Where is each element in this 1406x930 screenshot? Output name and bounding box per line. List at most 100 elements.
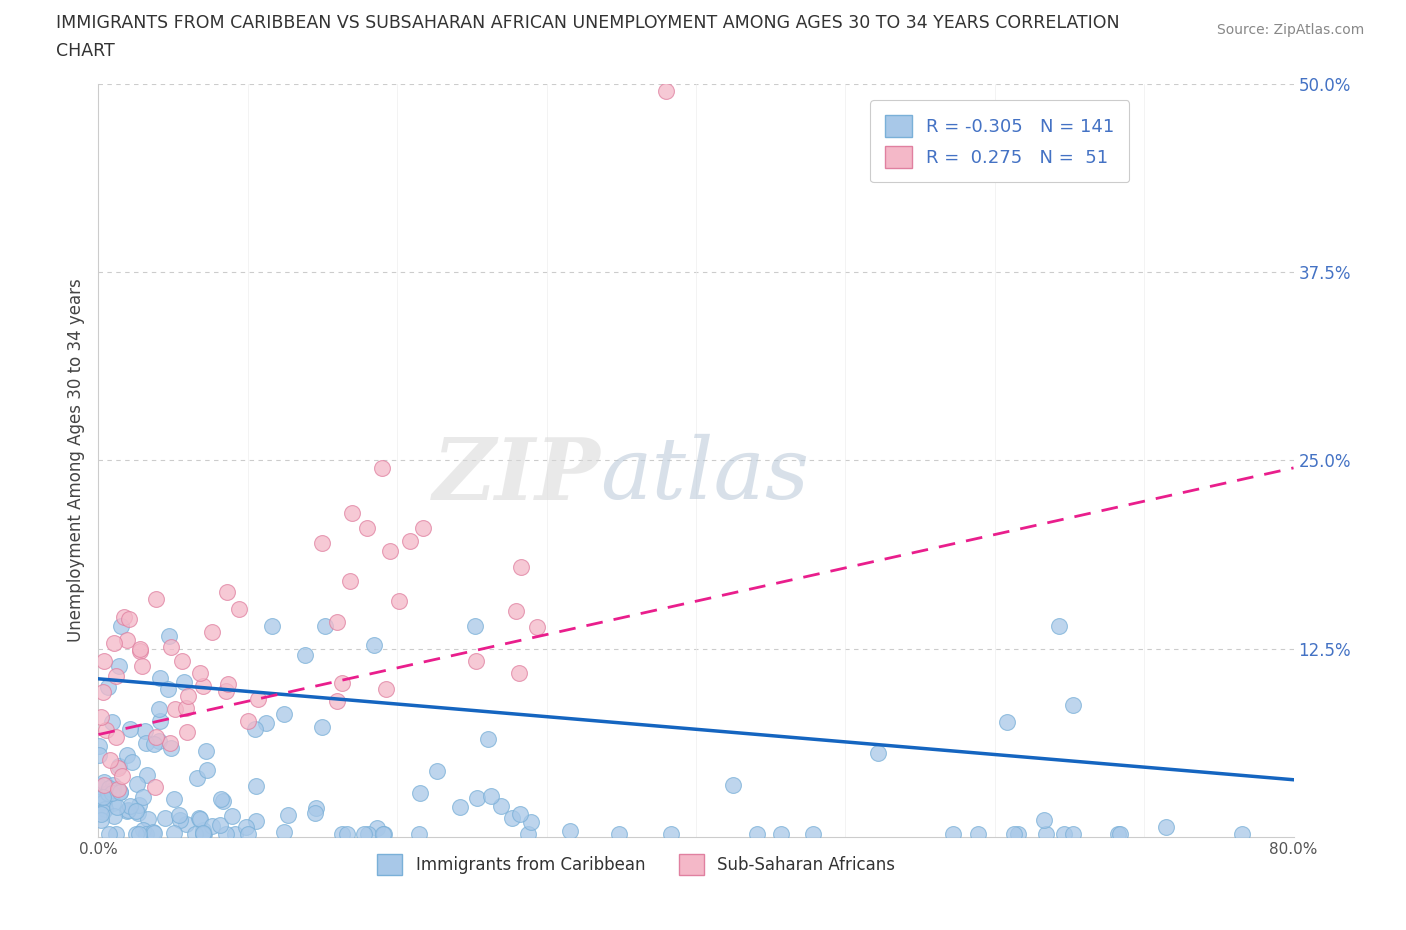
Text: CHART: CHART — [56, 42, 115, 60]
Point — [169, 813, 191, 828]
Point — [388, 593, 411, 608]
Point — [277, 808, 299, 823]
Point — [260, 618, 283, 633]
Point — [243, 722, 266, 737]
Point — [90, 813, 112, 828]
Point — [426, 764, 449, 778]
Point — [501, 811, 523, 826]
Point — [326, 694, 349, 709]
Point — [209, 817, 232, 832]
Point — [135, 767, 157, 782]
Point — [224, 827, 246, 842]
Point — [607, 827, 630, 842]
Point — [91, 790, 114, 804]
Point — [125, 827, 148, 842]
Text: IMMIGRANTS FROM CARIBBEAN VS SUBSAHARAN AFRICAN UNEMPLOYMENT AMONG AGES 30 TO 34: IMMIGRANTS FROM CARIBBEAN VS SUBSAHARAN … — [56, 14, 1119, 32]
Point — [505, 604, 527, 618]
Point — [371, 827, 394, 842]
Point — [97, 786, 120, 801]
Point — [1062, 827, 1084, 842]
Point — [526, 619, 548, 634]
Point — [112, 610, 135, 625]
Point — [1230, 827, 1253, 842]
Point — [89, 747, 111, 762]
Text: ZIP: ZIP — [433, 433, 600, 517]
Point — [165, 702, 187, 717]
Point — [193, 826, 215, 841]
Point — [141, 825, 163, 840]
Point — [100, 753, 122, 768]
Point — [108, 785, 131, 800]
Point — [201, 624, 224, 639]
Point — [128, 827, 150, 842]
Point — [135, 827, 157, 842]
Text: Source: ZipAtlas.com: Source: ZipAtlas.com — [1216, 23, 1364, 37]
Point — [558, 824, 581, 839]
Legend: Immigrants from Caribbean, Sub-Saharan Africans: Immigrants from Caribbean, Sub-Saharan A… — [371, 848, 901, 882]
Point — [145, 591, 167, 606]
Point — [211, 793, 233, 808]
Point — [127, 777, 149, 791]
Point — [353, 827, 375, 842]
Point — [509, 806, 531, 821]
Point — [721, 777, 744, 792]
Point — [174, 817, 197, 831]
Point — [366, 820, 388, 835]
Point — [134, 724, 156, 738]
Point — [174, 700, 197, 715]
Point — [172, 653, 194, 668]
Point — [107, 761, 129, 776]
Point — [108, 658, 131, 673]
Point — [373, 827, 395, 842]
Point — [105, 730, 128, 745]
Point — [655, 84, 678, 99]
Point — [103, 777, 125, 792]
Point — [363, 637, 385, 652]
Point — [115, 632, 138, 647]
Point — [143, 826, 166, 841]
Point — [120, 799, 142, 814]
Point — [1053, 827, 1076, 842]
Point — [1107, 827, 1129, 842]
Point — [87, 778, 110, 793]
Point — [191, 822, 214, 837]
Point — [464, 618, 486, 633]
Point — [101, 785, 124, 800]
Point — [236, 827, 259, 842]
Point — [110, 618, 132, 633]
Point — [117, 803, 139, 817]
Point — [342, 506, 364, 521]
Point — [90, 710, 112, 724]
Point — [273, 707, 295, 722]
Point — [91, 685, 114, 700]
Point — [245, 778, 267, 793]
Point — [153, 811, 176, 826]
Point — [517, 827, 540, 842]
Point — [131, 658, 153, 673]
Point — [191, 678, 214, 693]
Point — [157, 682, 180, 697]
Point — [942, 827, 965, 842]
Point — [195, 744, 218, 759]
Point — [186, 771, 208, 786]
Point — [356, 521, 378, 536]
Point — [101, 715, 124, 730]
Point — [238, 713, 260, 728]
Point — [228, 602, 250, 617]
Point — [399, 534, 422, 549]
Point — [273, 825, 295, 840]
Point — [173, 674, 195, 689]
Point — [104, 827, 127, 842]
Point — [245, 814, 267, 829]
Point — [132, 823, 155, 838]
Point — [149, 671, 172, 685]
Point — [995, 715, 1018, 730]
Text: atlas: atlas — [600, 434, 810, 517]
Point — [90, 796, 112, 811]
Point — [125, 804, 148, 818]
Point — [159, 736, 181, 751]
Point — [305, 801, 328, 816]
Point — [187, 811, 209, 826]
Point — [801, 827, 824, 842]
Point — [184, 827, 207, 842]
